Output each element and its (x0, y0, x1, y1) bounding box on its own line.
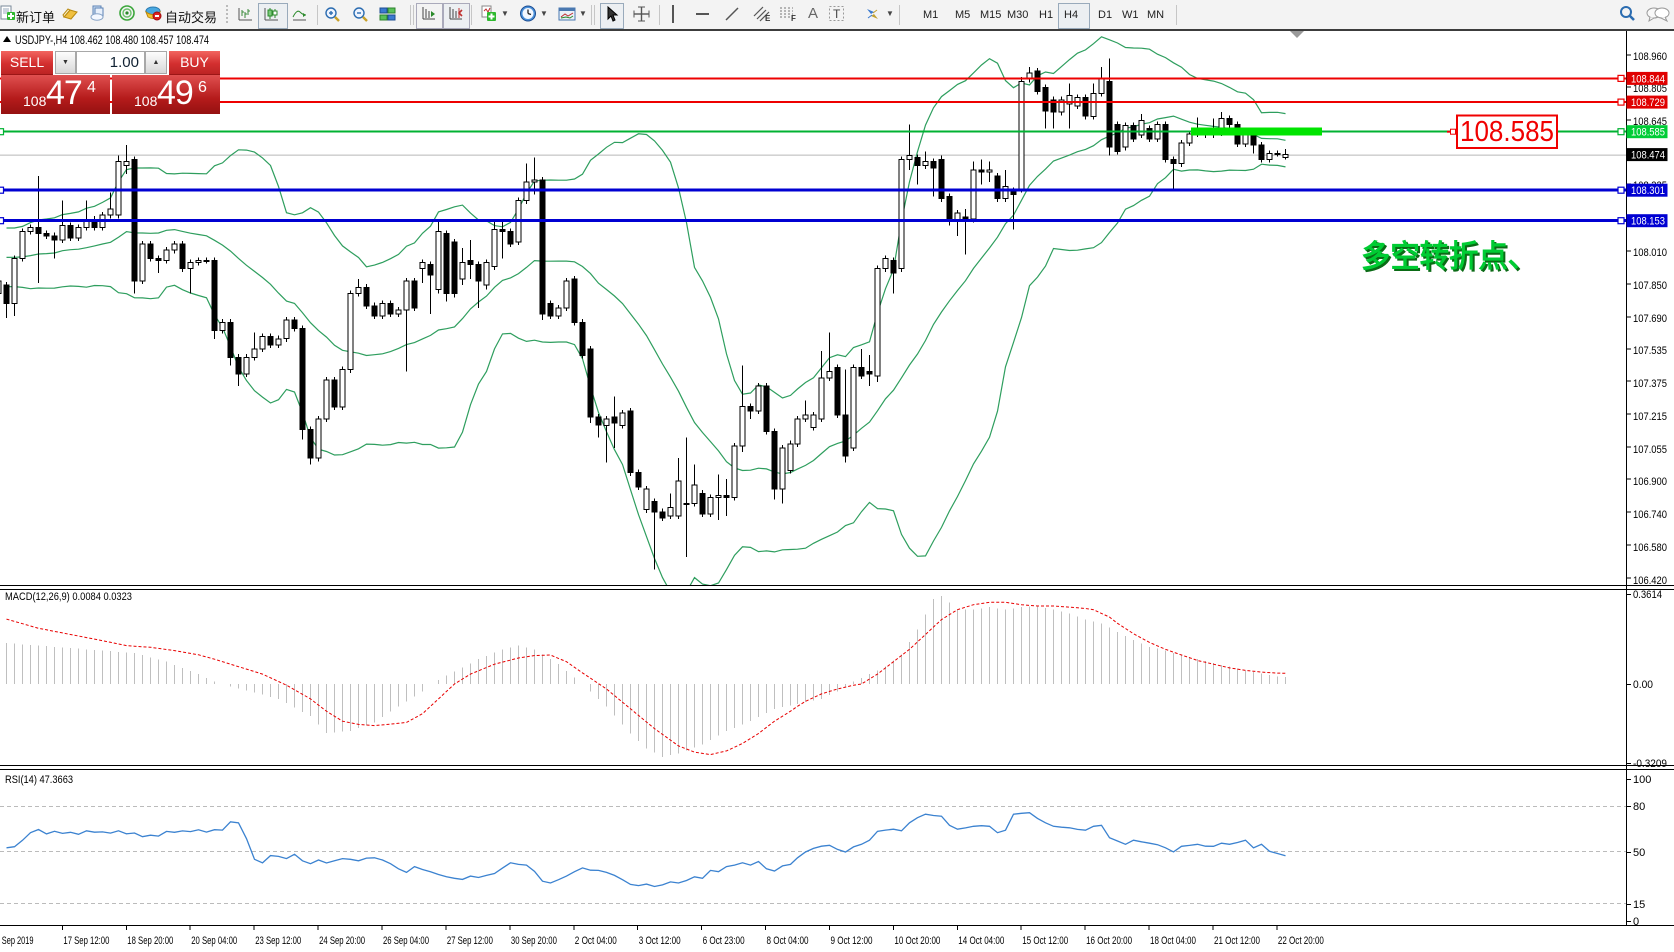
svg-text:108.010: 108.010 (1633, 247, 1667, 259)
svg-text:100: 100 (1633, 774, 1651, 786)
svg-text:108.844: 108.844 (1631, 73, 1665, 85)
svg-text:16 Sep 2019: 16 Sep 2019 (0, 935, 34, 947)
svg-text:27 Sep 12:00: 27 Sep 12:00 (447, 935, 493, 947)
svg-text:E: E (765, 14, 771, 22)
svg-text:15: 15 (1633, 899, 1645, 911)
svg-text:30 Sep 20:00: 30 Sep 20:00 (511, 935, 557, 947)
svg-text:0: 0 (1633, 916, 1639, 928)
svg-text:106.420: 106.420 (1633, 575, 1667, 587)
svg-text:106.580: 106.580 (1633, 542, 1667, 554)
svg-text:MACD(12,26,9) 0.0084 0.0323: MACD(12,26,9) 0.0084 0.0323 (5, 591, 132, 603)
svg-text:108.585: 108.585 (1631, 127, 1665, 139)
svg-text:108.474: 108.474 (1631, 150, 1665, 162)
svg-text:10 Oct 20:00: 10 Oct 20:00 (894, 935, 940, 947)
svg-text:107.535: 107.535 (1633, 345, 1667, 357)
svg-text:26 Sep 04:00: 26 Sep 04:00 (383, 935, 429, 947)
svg-text:6 Oct 23:00: 6 Oct 23:00 (703, 935, 745, 947)
svg-text:107.375: 107.375 (1633, 378, 1667, 390)
svg-text:108.301: 108.301 (1631, 185, 1665, 197)
svg-text:108.729: 108.729 (1631, 97, 1665, 109)
svg-text:107.850: 107.850 (1633, 280, 1667, 292)
svg-text:108.153: 108.153 (1631, 216, 1665, 228)
svg-text:2 Oct 04:00: 2 Oct 04:00 (575, 935, 617, 947)
svg-text:18 Sep 20:00: 18 Sep 20:00 (127, 935, 173, 947)
svg-text:24 Sep 20:00: 24 Sep 20:00 (319, 935, 365, 947)
svg-text:多空转折点、: 多空转折点、 (1361, 239, 1537, 274)
svg-text:23 Sep 12:00: 23 Sep 12:00 (255, 935, 301, 947)
svg-text:21 Oct 12:00: 21 Oct 12:00 (1214, 935, 1260, 947)
svg-text:80: 80 (1633, 801, 1645, 813)
svg-text:108.960: 108.960 (1633, 51, 1667, 63)
svg-text:20 Sep 04:00: 20 Sep 04:00 (191, 935, 237, 947)
svg-text:14 Oct 04:00: 14 Oct 04:00 (958, 935, 1004, 947)
svg-text:3 Oct 12:00: 3 Oct 12:00 (639, 935, 681, 947)
svg-text:107.055: 107.055 (1633, 444, 1667, 456)
svg-text:0.00: 0.00 (1633, 679, 1653, 691)
svg-text:22 Oct 20:00: 22 Oct 20:00 (1278, 935, 1324, 947)
svg-text:RSI(14) 47.3663: RSI(14) 47.3663 (5, 774, 73, 786)
svg-text:108.585: 108.585 (1460, 116, 1554, 148)
svg-text:T: T (833, 7, 841, 21)
svg-text:108.805: 108.805 (1633, 83, 1667, 95)
svg-text:USDJPY-,H4 108.462 108.480 10: USDJPY-,H4 108.462 108.480 108.457 108.4… (15, 33, 209, 47)
svg-text:16 Oct 20:00: 16 Oct 20:00 (1086, 935, 1132, 947)
svg-text:9 Oct 12:00: 9 Oct 12:00 (831, 935, 873, 947)
svg-text:F: F (791, 14, 796, 22)
svg-text:107.690: 107.690 (1633, 313, 1667, 325)
svg-text:18 Oct 04:00: 18 Oct 04:00 (1150, 935, 1196, 947)
svg-text:17 Sep 12:00: 17 Sep 12:00 (63, 935, 109, 947)
svg-text:106.900: 106.900 (1633, 476, 1667, 488)
svg-text:多空转折点、: 多空转折点、 (1363, 241, 1539, 276)
svg-text:0.3614: 0.3614 (1633, 589, 1662, 601)
svg-text:50: 50 (1633, 847, 1645, 859)
svg-text:108.645: 108.645 (1633, 116, 1667, 128)
svg-text:106.740: 106.740 (1633, 509, 1667, 521)
svg-text:107.215: 107.215 (1633, 411, 1667, 423)
svg-text:8 Oct 04:00: 8 Oct 04:00 (767, 935, 809, 947)
svg-text:15 Oct 12:00: 15 Oct 12:00 (1022, 935, 1068, 947)
svg-text:-0.3209: -0.3209 (1633, 758, 1667, 770)
